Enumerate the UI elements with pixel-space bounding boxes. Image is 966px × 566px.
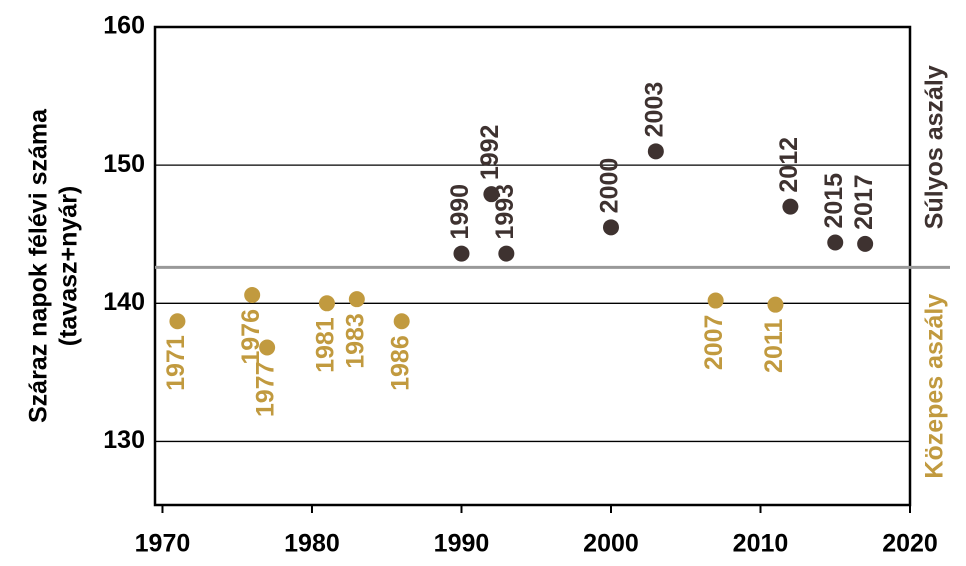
point [707,292,724,309]
y-tick-label: 150 [103,150,145,178]
point [602,219,619,236]
point [169,313,186,330]
point-label: 2003 [640,82,668,138]
point-label: 1992 [476,125,504,181]
x-tick-label: 2000 [583,530,639,558]
series-label: Súlyos aszály [921,65,949,229]
point-label: 2012 [775,137,803,193]
point [259,339,276,356]
point-label: 1976 [237,309,265,365]
y-axis-label: (tavasz+nyár) [55,186,83,347]
point [318,295,335,312]
point [453,245,470,262]
series-label: Közepes aszály [921,294,949,479]
point-label: 2015 [820,173,848,229]
point-label: 1977 [252,362,280,418]
point [348,291,365,308]
x-tick-label: 2010 [733,530,789,558]
point [782,198,799,215]
point-label: 1993 [491,184,519,240]
point [857,235,874,252]
y-tick-label: 130 [103,426,145,454]
point-label: 2017 [850,174,878,230]
x-tick-label: 1970 [135,530,191,558]
point [483,186,500,203]
point-label: 1986 [386,335,414,391]
point-label: 2000 [596,158,624,214]
point [244,287,261,304]
y-tick-label: 140 [103,288,145,316]
point-label: 1990 [446,184,474,240]
point [498,245,515,262]
point [647,143,664,160]
point [767,296,784,313]
y-axis-label: Száraz napok félévi száma [25,108,53,423]
point-label: 1971 [162,335,190,391]
x-tick-label: 1980 [284,530,340,558]
x-tick-label: 1990 [434,530,490,558]
point [393,313,410,330]
point-label: 2007 [700,315,728,371]
point-label: 1983 [341,313,369,369]
point-label: 2011 [760,319,788,373]
point-label: 1981 [312,317,340,373]
y-tick-label: 160 [103,12,145,40]
point [827,234,844,251]
x-tick-label: 2020 [882,530,938,558]
